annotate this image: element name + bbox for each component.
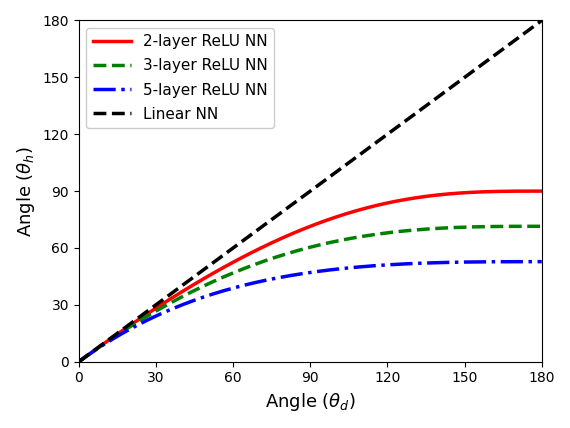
Linear NN: [524, 28, 531, 33]
Linear NN: [440, 90, 447, 95]
3-layer ReLU NN: [288, 250, 295, 255]
3-layer ReLU NN: [525, 224, 532, 229]
5-layer ReLU NN: [440, 260, 447, 265]
2-layer ReLU NN: [99, 342, 106, 347]
2-layer ReLU NN: [75, 359, 82, 364]
3-layer ReLU NN: [300, 246, 307, 251]
3-layer ReLU NN: [538, 224, 545, 229]
5-layer ReLU NN: [525, 259, 532, 264]
Linear NN: [525, 28, 532, 33]
Line: 3-layer ReLU NN: 3-layer ReLU NN: [79, 226, 542, 362]
2-layer ReLU NN: [300, 226, 307, 232]
2-layer ReLU NN: [524, 189, 531, 194]
X-axis label: Angle ($\theta_d$): Angle ($\theta_d$): [265, 391, 356, 413]
Y-axis label: Angle ($\theta_h$): Angle ($\theta_h$): [15, 146, 37, 237]
3-layer ReLU NN: [440, 226, 447, 231]
Line: 5-layer ReLU NN: 5-layer ReLU NN: [79, 262, 542, 362]
5-layer ReLU NN: [75, 359, 82, 364]
3-layer ReLU NN: [75, 359, 82, 364]
Line: 2-layer ReLU NN: 2-layer ReLU NN: [79, 191, 542, 362]
5-layer ReLU NN: [99, 343, 106, 348]
Linear NN: [538, 18, 545, 23]
Linear NN: [288, 202, 295, 208]
2-layer ReLU NN: [525, 189, 532, 194]
5-layer ReLU NN: [524, 259, 531, 264]
Legend: 2-layer ReLU NN, 3-layer ReLU NN, 5-layer ReLU NN, Linear NN: 2-layer ReLU NN, 3-layer ReLU NN, 5-laye…: [87, 28, 274, 128]
Line: Linear NN: Linear NN: [79, 21, 542, 362]
2-layer ReLU NN: [538, 189, 545, 194]
3-layer ReLU NN: [99, 342, 106, 348]
Linear NN: [300, 193, 307, 198]
5-layer ReLU NN: [300, 271, 307, 276]
Linear NN: [99, 342, 106, 347]
3-layer ReLU NN: [524, 224, 531, 229]
2-layer ReLU NN: [440, 192, 447, 197]
5-layer ReLU NN: [288, 273, 295, 278]
5-layer ReLU NN: [538, 259, 545, 264]
2-layer ReLU NN: [288, 232, 295, 237]
Linear NN: [75, 359, 82, 364]
